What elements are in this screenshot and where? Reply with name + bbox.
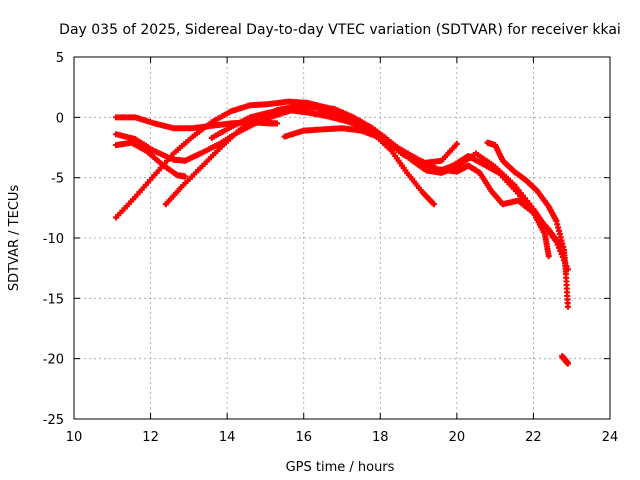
y-tick-label: -10 bbox=[43, 232, 64, 247]
data-point bbox=[430, 201, 437, 208]
y-axis-label: SDTVAR / TECUs bbox=[7, 185, 22, 292]
x-tick-label: 22 bbox=[525, 430, 542, 445]
data-series bbox=[113, 98, 571, 367]
series-track-h bbox=[484, 139, 571, 310]
x-tick-label: 24 bbox=[602, 430, 619, 445]
x-tick-label: 10 bbox=[66, 430, 83, 445]
series-track-c bbox=[113, 139, 189, 180]
data-point bbox=[273, 120, 280, 127]
series-track-i bbox=[559, 353, 571, 367]
data-point bbox=[564, 360, 571, 367]
y-tick-label: -20 bbox=[43, 353, 64, 368]
data-point bbox=[545, 253, 552, 260]
x-tick-label: 16 bbox=[295, 430, 312, 445]
x-tick-label: 20 bbox=[449, 430, 466, 445]
x-axis-label: GPS time / hours bbox=[286, 460, 395, 475]
chart-title: Day 035 of 2025, Sidereal Day-to-day VTE… bbox=[59, 22, 621, 38]
data-point bbox=[453, 140, 460, 147]
data-point bbox=[564, 303, 571, 310]
series-track-g bbox=[208, 107, 460, 167]
y-tick-label: 5 bbox=[56, 51, 64, 66]
axis-ticks bbox=[73, 56, 611, 420]
x-tick-label: 12 bbox=[142, 430, 159, 445]
series-track-e bbox=[162, 103, 437, 208]
y-tick-label: -25 bbox=[43, 413, 64, 428]
x-tick-label: 18 bbox=[372, 430, 389, 445]
data-point bbox=[182, 173, 189, 180]
y-tick-label: 0 bbox=[56, 111, 64, 126]
x-tick-label: 14 bbox=[219, 430, 236, 445]
series-track-f bbox=[281, 125, 552, 260]
y-tick-label: -15 bbox=[43, 292, 64, 307]
x-tick-labels: 10 12 14 16 18 20 22 24 bbox=[66, 430, 619, 445]
y-tick-labels: 5 0 -5 -10 -15 -20 -25 bbox=[43, 51, 64, 428]
y-tick-label: -5 bbox=[51, 172, 64, 187]
